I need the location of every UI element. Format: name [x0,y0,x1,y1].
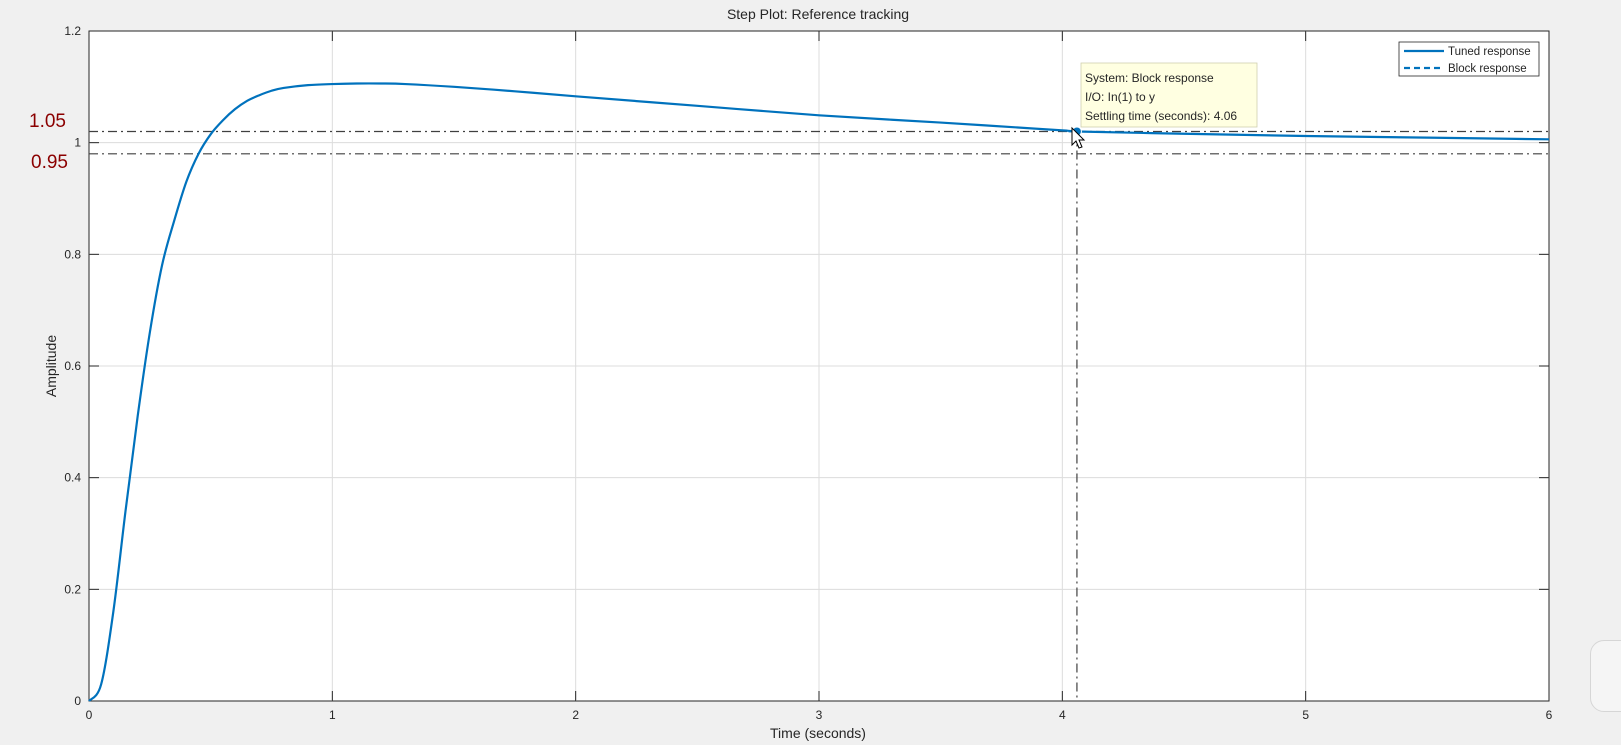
y-tick-label: 0.6 [64,359,81,373]
legend[interactable]: Tuned response Block response [1398,41,1540,77]
x-tick-label: 3 [816,708,823,722]
chart-title: Step Plot: Reference tracking [727,6,909,22]
mouse-cursor-icon [1071,126,1086,149]
datatip-system-line: System: Block response [1085,71,1214,85]
legend-box [1398,41,1540,77]
y-tick-label: 0 [74,694,81,708]
y-tick-label: 0.4 [64,471,81,485]
datatip-box [1080,62,1258,128]
annotation-upper-bound: 1.05 [29,111,66,132]
legend-entry-block: Block response [1448,63,1527,75]
y-tick-label: 0.2 [64,582,81,596]
x-tick-label: 0 [86,708,93,722]
y-tick-label: 1 [74,136,81,150]
grid [89,31,1549,701]
y-tick-label: 0.8 [64,247,81,261]
datatip-settling-line: Settling time (seconds): 4.06 [1085,109,1237,123]
y-tick-label: 1.2 [64,24,81,38]
legend-entry-tuned: Tuned response [1448,46,1531,58]
annotation-lower-bound: 0.95 [31,152,68,173]
x-tick-label: 6 [1546,708,1553,722]
y-axis-label: Amplitude [43,335,59,397]
x-tick-label: 4 [1059,708,1066,722]
x-axis-label: Time (seconds) [770,725,866,741]
x-tick-label: 5 [1302,708,1309,722]
floating-widget[interactable] [1590,640,1621,712]
x-tick-label: 2 [572,708,579,722]
x-tick-label: 1 [329,708,336,722]
reference-lines [89,130,1549,701]
axis-ticks: 0 1 2 3 4 5 6 0 0.2 0.4 0.6 0.8 1 1.2 [64,24,1552,722]
datatip[interactable]: System: Block response I/O: In(1) to y S… [1080,62,1258,128]
datatip-io-line: I/O: In(1) to y [1085,90,1155,104]
